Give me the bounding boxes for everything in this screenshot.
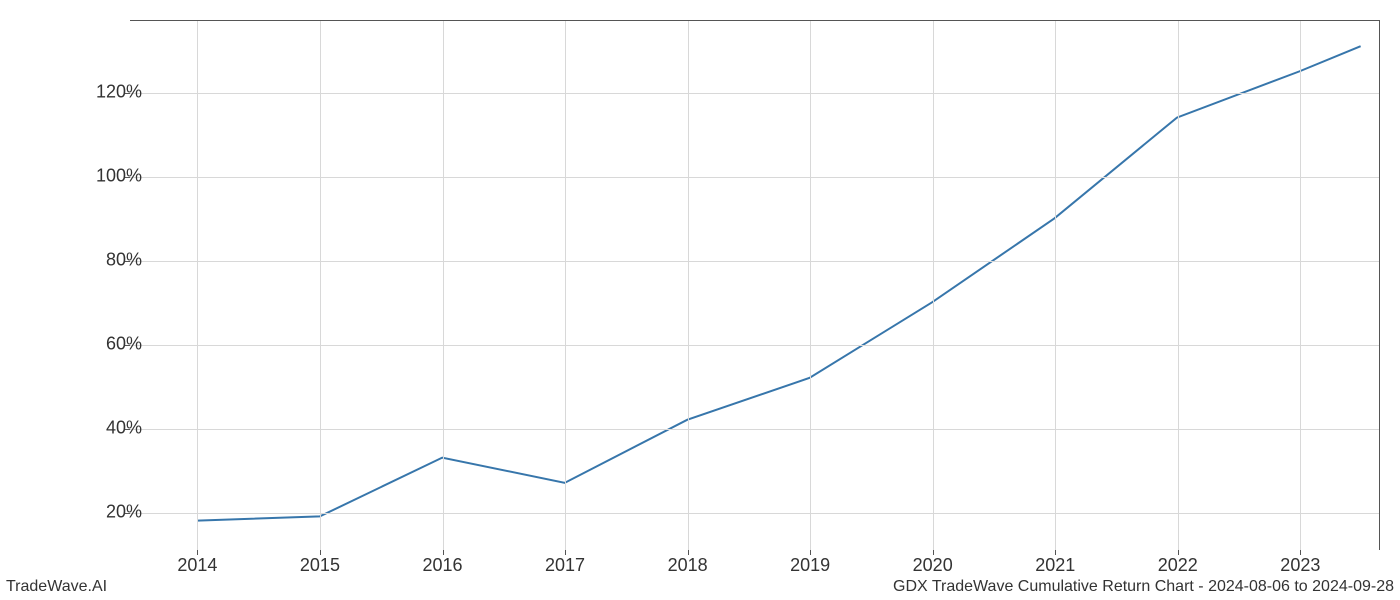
y-tick-label: 40%	[106, 418, 142, 439]
y-tick-label: 80%	[106, 249, 142, 270]
grid-line-vertical	[565, 21, 566, 550]
grid-line-horizontal	[130, 93, 1379, 94]
plot-area	[130, 20, 1380, 550]
y-tick-label: 60%	[106, 333, 142, 354]
grid-line-vertical	[197, 21, 198, 550]
x-tick-label: 2018	[668, 555, 708, 576]
y-tick-label: 100%	[96, 165, 142, 186]
x-tick-label: 2022	[1158, 555, 1198, 576]
y-tick-label: 120%	[96, 81, 142, 102]
grid-line-horizontal	[130, 345, 1379, 346]
x-tick-label: 2014	[177, 555, 217, 576]
grid-line-vertical	[1300, 21, 1301, 550]
chart-container	[130, 20, 1380, 550]
x-tick-label: 2015	[300, 555, 340, 576]
x-tick-label: 2021	[1035, 555, 1075, 576]
grid-line-vertical	[1055, 21, 1056, 550]
x-tick-label: 2017	[545, 555, 585, 576]
grid-line-vertical	[1178, 21, 1179, 550]
footer-right-text: GDX TradeWave Cumulative Return Chart - …	[893, 578, 1394, 596]
x-tick-label: 2020	[913, 555, 953, 576]
grid-line-horizontal	[130, 177, 1379, 178]
x-tick-label: 2016	[422, 555, 462, 576]
y-tick-label: 20%	[106, 502, 142, 523]
grid-line-horizontal	[130, 513, 1379, 514]
grid-line-horizontal	[130, 429, 1379, 430]
grid-line-horizontal	[130, 261, 1379, 262]
grid-line-vertical	[810, 21, 811, 550]
x-tick-label: 2023	[1280, 555, 1320, 576]
grid-line-vertical	[688, 21, 689, 550]
x-tick-label: 2019	[790, 555, 830, 576]
grid-line-vertical	[443, 21, 444, 550]
line-chart-svg	[130, 21, 1379, 550]
grid-line-vertical	[320, 21, 321, 550]
grid-line-vertical	[933, 21, 934, 550]
footer-left-text: TradeWave.AI	[6, 578, 107, 596]
